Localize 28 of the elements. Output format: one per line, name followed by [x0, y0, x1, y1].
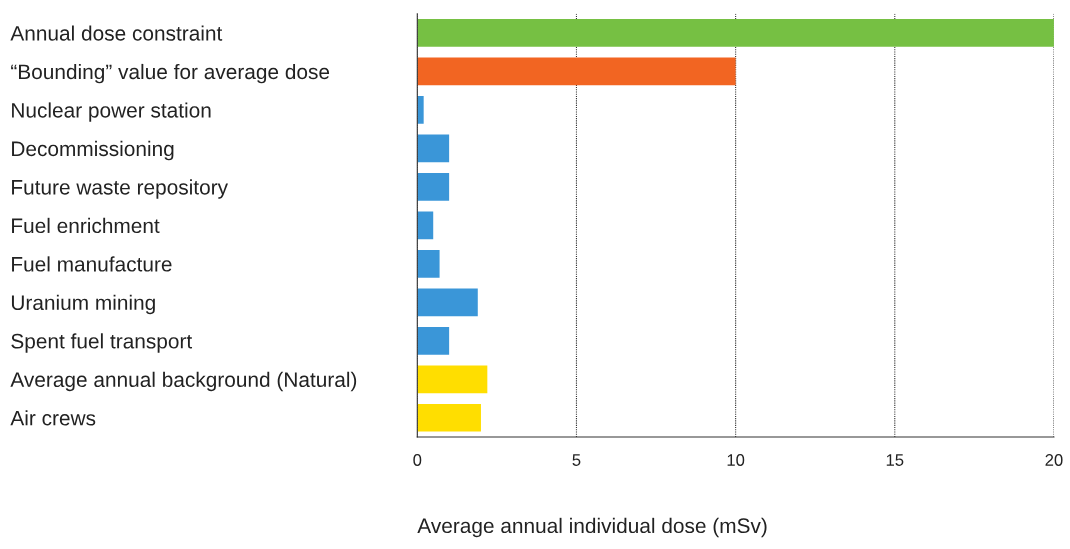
y-tick-label: Fuel manufacture: [12, 256, 172, 272]
bar: [417, 365, 488, 394]
bar: [417, 288, 478, 317]
bar: [417, 134, 450, 163]
y-tick-label: Nuclear power station: [12, 102, 211, 122]
y-tick-label: “Bounding” value for average dose: [11, 63, 330, 84]
y-tick-label: Average annual background (Natural): [10, 371, 357, 392]
bar: [417, 249, 440, 278]
bar: [417, 19, 1054, 47]
bar: [417, 173, 450, 201]
bar: [417, 326, 450, 355]
x-tick-label: 20: [1045, 454, 1063, 466]
x-tick-label: 15: [886, 454, 904, 466]
bar: [417, 403, 481, 432]
y-tick-label: Decommissioning: [12, 140, 174, 161]
y-tick-label: Future waste repository: [12, 179, 228, 199]
bar: [417, 96, 424, 124]
y-tick-label: Fuel enrichment: [12, 217, 160, 234]
x-tick-label: 0: [413, 454, 422, 466]
bar: [417, 57, 736, 86]
y-tick-label: Spent fuel transport: [11, 333, 193, 353]
y-tick-label: Annual dose constraint: [10, 25, 223, 41]
x-tick-label: 10: [727, 454, 745, 466]
x-tick-label: 5: [572, 454, 581, 466]
y-tick-label: Air crews: [10, 410, 96, 426]
bar: [417, 211, 434, 240]
x-axis-title: Average annual individual dose (mSv): [417, 517, 767, 538]
y-tick-label: Uranium mining: [11, 294, 155, 315]
